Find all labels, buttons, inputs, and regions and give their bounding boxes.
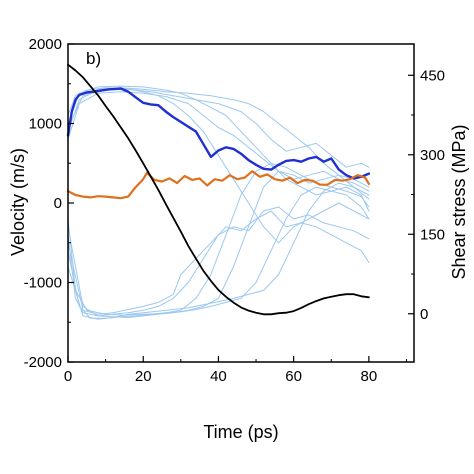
y-tick-label: 1000 (29, 116, 62, 133)
y2-axis-title: Shear stress (MPa) (449, 124, 469, 279)
x-tick-label: 40 (210, 368, 227, 385)
y-tick-label: -2000 (24, 354, 62, 371)
x-axis: 0 20 40 60 80 (64, 356, 407, 385)
y2-tick-label: 150 (420, 226, 445, 243)
x-tick-label: 80 (361, 368, 378, 385)
series-line-10 (67, 87, 370, 244)
y2-tick-label: 450 (420, 67, 445, 84)
series-line-12 (67, 87, 370, 200)
x-tick-label: 60 (285, 368, 302, 385)
y-tick-label: -1000 (24, 275, 62, 292)
series-line-7 (67, 182, 370, 320)
y-axis-title: Velocity (m/s) (8, 148, 28, 256)
series-line-9 (67, 206, 370, 317)
y-axis-left: -2000 -1000 0 1000 2000 (24, 36, 74, 371)
series-line-4 (67, 170, 370, 318)
panel-label: b) (86, 49, 101, 68)
y2-tick-label: 300 (420, 147, 445, 164)
series-line-1 (66, 87, 371, 180)
y-axis-right: 0 150 300 450 (408, 67, 445, 323)
main-series-layer (66, 63, 371, 316)
x-axis-title: Time (ps) (203, 422, 278, 442)
y-tick-label: 0 (54, 195, 62, 212)
y2-tick-label: 0 (420, 306, 428, 323)
series-line-2 (66, 170, 370, 200)
light-blue-series-layer (67, 85, 370, 320)
x-tick-label: 20 (135, 368, 152, 385)
series-line-3 (67, 63, 370, 316)
y-tick-label: 2000 (29, 36, 62, 53)
series-line-14 (67, 91, 370, 192)
series-line-5 (67, 162, 370, 316)
series-line-11 (67, 85, 370, 212)
x-tick-label: 0 (64, 368, 72, 385)
